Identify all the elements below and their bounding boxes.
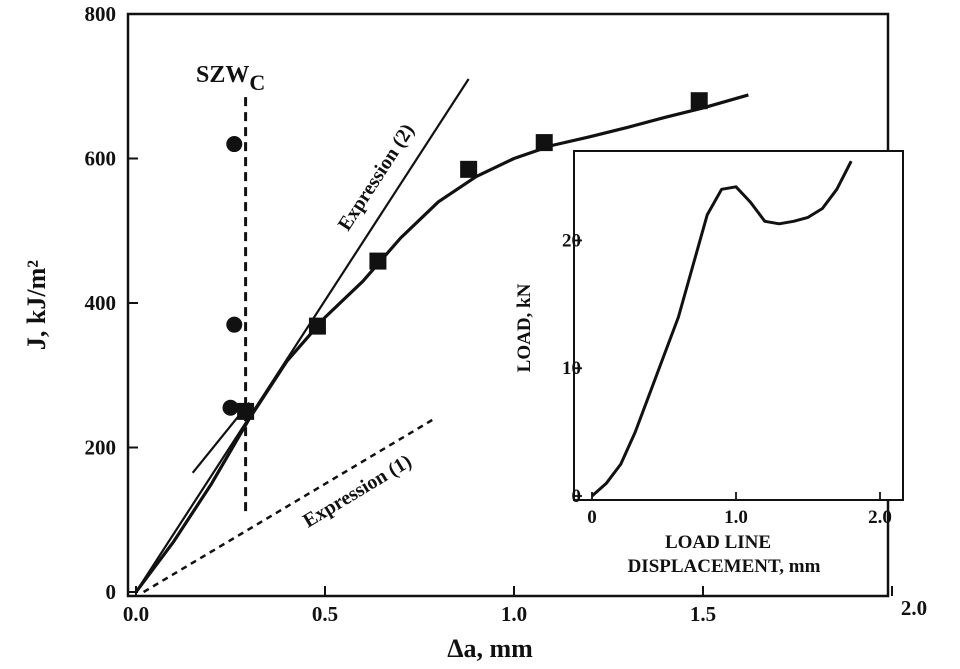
square-point (691, 92, 708, 109)
y-tick-label: 600 (85, 147, 117, 171)
x-tick-label: 0.0 (123, 602, 149, 626)
y-tick-label: 800 (85, 2, 117, 26)
inset-x-tick-label: 2.0 (868, 507, 892, 528)
szwc-sub: C (249, 70, 265, 95)
inset-x-tick-label: 0 (587, 507, 597, 528)
x-tick-label: 0.5 (312, 602, 338, 626)
inset-y-tick-label: 20 (562, 230, 581, 251)
square-point (536, 134, 553, 151)
x-tick-label: 1.0 (501, 602, 527, 626)
circle-point (226, 317, 242, 333)
inset-y-tick-label: 10 (562, 358, 581, 379)
inset-x-title-line2: DISPLACEMENT, mm (628, 556, 821, 577)
szwc-label: SZWC (196, 62, 265, 95)
y-tick-label: 400 (85, 291, 117, 315)
y-tick-label: 200 (85, 436, 117, 460)
expression-1-line (144, 419, 435, 592)
square-point (237, 403, 254, 420)
x-tick-label: 1.5 (690, 602, 716, 626)
inset-y-title: LOAD, kN (514, 283, 535, 372)
square-point (309, 318, 326, 335)
y-axis-title: J, kJ/m² (22, 260, 51, 350)
x-axis-title: Δa, mm (447, 634, 533, 663)
square-point (369, 253, 386, 270)
y-tick-label: 0 (106, 580, 117, 604)
inset-y-tick-label: 0 (572, 486, 582, 507)
expression-1-label: Expression (1) (299, 450, 415, 532)
circle-point (223, 400, 239, 416)
x-tick-label: 2.0 (901, 596, 927, 620)
square-point (460, 161, 477, 178)
inset-x-title-line1: LOAD LINE (665, 532, 771, 553)
inset-x-tick-label: 1.0 (724, 507, 748, 528)
inset-frame (574, 151, 903, 500)
circle-point (226, 136, 242, 152)
szwc-main: SZW (196, 62, 249, 88)
